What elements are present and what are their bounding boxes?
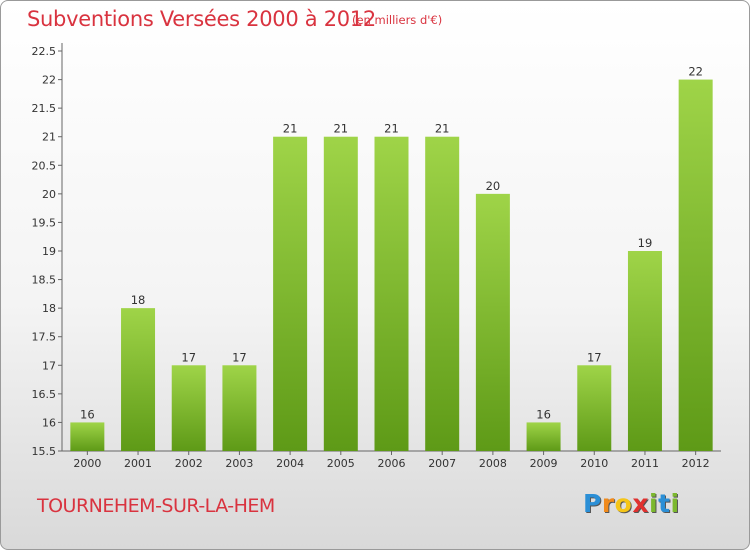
x-tick-label: 2011 xyxy=(631,457,659,470)
logo-letter: t xyxy=(658,489,671,518)
y-tick-label: 22 xyxy=(42,74,56,87)
y-tick-label: 21 xyxy=(42,131,56,144)
logo-letter: x xyxy=(632,489,649,518)
bar xyxy=(70,422,105,451)
data-label: 19 xyxy=(638,236,653,250)
bar xyxy=(627,251,662,451)
x-tick-label: 2004 xyxy=(276,457,304,470)
y-tick-label: 19.5 xyxy=(32,216,57,229)
logo-letter: P xyxy=(583,489,602,518)
chart-title: Subventions Versées 2000 à 2012 xyxy=(27,7,376,31)
y-tick-label: 15.5 xyxy=(32,445,57,458)
x-tick-label: 2012 xyxy=(682,457,710,470)
bar xyxy=(526,422,561,451)
chart-subtitle: (en milliers d'€) xyxy=(352,13,443,27)
bar xyxy=(323,136,358,451)
logo-letter: r xyxy=(601,489,615,518)
logo-letter: i xyxy=(670,489,680,518)
bar xyxy=(273,136,308,451)
y-tick-label: 17.5 xyxy=(32,331,57,344)
data-label: 18 xyxy=(131,293,146,307)
y-tick-label: 18.5 xyxy=(32,274,57,287)
bar xyxy=(425,136,460,451)
y-tick-label: 21.5 xyxy=(32,102,57,115)
y-tick-label: 16.5 xyxy=(32,388,57,401)
x-tick-label: 2003 xyxy=(225,457,253,470)
data-label: 17 xyxy=(587,350,602,364)
y-tick-label: 16 xyxy=(42,416,56,429)
data-label: 16 xyxy=(80,407,95,421)
data-label: 22 xyxy=(688,65,703,79)
data-label: 21 xyxy=(283,122,298,136)
bar xyxy=(171,365,206,451)
bar xyxy=(374,136,409,451)
y-tick-label: 22.5 xyxy=(32,45,57,58)
data-label: 21 xyxy=(384,122,399,136)
data-label: 21 xyxy=(435,122,450,136)
bar xyxy=(475,193,510,451)
commune-name: TOURNEHEM-SUR-LA-HEM xyxy=(37,495,275,517)
bar xyxy=(577,365,612,451)
x-tick-label: 2005 xyxy=(327,457,355,470)
y-tick-label: 20 xyxy=(42,188,56,201)
x-tick-label: 2009 xyxy=(530,457,558,470)
y-tick-label: 20.5 xyxy=(32,159,57,172)
bar xyxy=(222,365,257,451)
data-label: 17 xyxy=(181,350,196,364)
x-tick-label: 2007 xyxy=(428,457,456,470)
x-tick-label: 2000 xyxy=(73,457,101,470)
x-tick-label: 2008 xyxy=(479,457,507,470)
data-label: 16 xyxy=(536,407,551,421)
bar xyxy=(121,308,156,451)
data-label: 20 xyxy=(486,179,501,193)
y-tick-label: 18 xyxy=(42,302,56,315)
x-tick-label: 2002 xyxy=(175,457,203,470)
data-label: 21 xyxy=(333,122,348,136)
x-tick-label: 2006 xyxy=(378,457,406,470)
y-tick-label: 17 xyxy=(42,359,56,372)
data-label: 17 xyxy=(232,350,247,364)
logo-letter: i xyxy=(649,489,659,518)
proxiti-logo: Proxiti xyxy=(583,489,680,518)
x-tick-label: 2001 xyxy=(124,457,152,470)
logo-letter: o xyxy=(614,489,633,518)
bar xyxy=(678,79,713,452)
y-tick-label: 19 xyxy=(42,245,56,258)
x-tick-label: 2010 xyxy=(580,457,608,470)
